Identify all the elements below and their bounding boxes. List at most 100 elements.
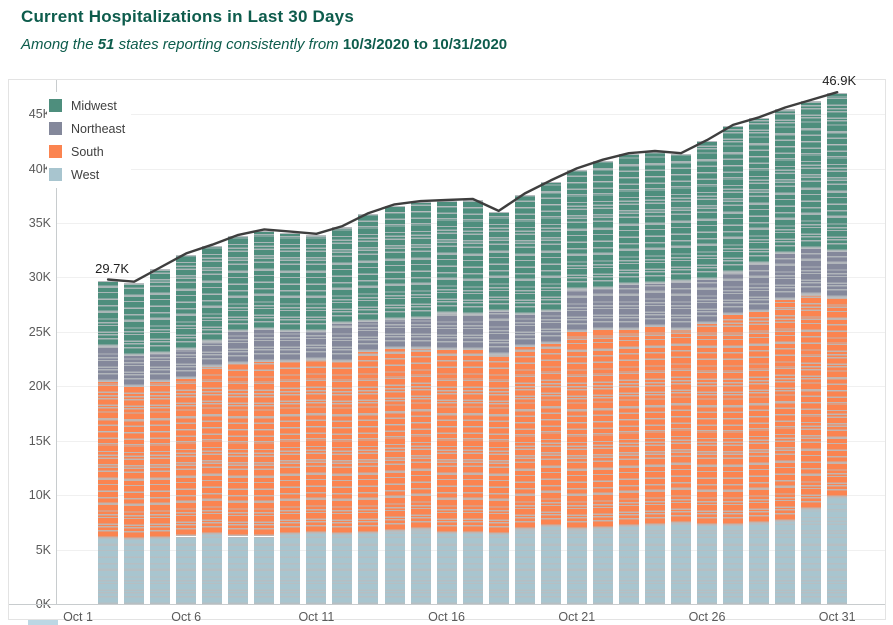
bar-segment-midwest-oct22[interactable]: [592, 160, 613, 289]
bar-segment-midwest-oct28[interactable]: [749, 118, 770, 264]
bar-segment-south-oct4[interactable]: [124, 386, 145, 539]
bar-segment-west-oct13[interactable]: [358, 533, 379, 604]
bar-segment-south-oct24[interactable]: [644, 326, 665, 525]
bar-segment-northeast-oct8[interactable]: [228, 330, 249, 364]
bar-segment-midwest-oct16[interactable]: [436, 201, 457, 314]
bar-segment-south-oct30[interactable]: [801, 293, 822, 510]
bar-segment-west-oct8[interactable]: [228, 536, 249, 604]
bar-segment-northeast-oct25[interactable]: [670, 280, 691, 329]
bar-segment-midwest-oct29[interactable]: [775, 108, 796, 254]
bar-segment-midwest-oct15[interactable]: [410, 202, 431, 318]
bar-segment-west-oct10[interactable]: [280, 534, 301, 604]
bar-segment-midwest-oct18[interactable]: [488, 212, 509, 312]
bar-segment-midwest-oct26[interactable]: [697, 141, 717, 279]
bar-segment-northeast-oct11[interactable]: [306, 330, 327, 360]
bar-segment-west-oct15[interactable]: [410, 528, 431, 604]
bar-segment-west-oct26[interactable]: [697, 524, 717, 604]
bar-segment-west-oct16[interactable]: [436, 533, 457, 604]
bar-segment-midwest-oct11[interactable]: [306, 234, 327, 331]
bar-segment-south-oct12[interactable]: [332, 361, 353, 535]
bar-segment-northeast-oct24[interactable]: [644, 282, 665, 327]
bar-segment-northeast-oct12[interactable]: [332, 323, 353, 362]
bar-segment-midwest-oct20[interactable]: [540, 181, 561, 312]
bar-segment-northeast-oct3[interactable]: [98, 346, 119, 381]
bar-segment-south-oct9[interactable]: [254, 361, 275, 537]
bar-segment-northeast-oct30[interactable]: [801, 248, 822, 294]
bar-segment-south-oct5[interactable]: [150, 380, 171, 538]
bar-segment-west-oct4[interactable]: [124, 538, 145, 604]
legend-item-west[interactable]: West: [49, 163, 125, 186]
bar-segment-northeast-oct28[interactable]: [749, 263, 770, 312]
bar-segment-midwest-oct8[interactable]: [228, 236, 249, 331]
bar-segment-south-oct19[interactable]: [514, 346, 535, 529]
legend-item-northeast[interactable]: Northeast: [49, 117, 125, 140]
legend-item-south[interactable]: South: [49, 140, 125, 163]
bar-segment-northeast-oct26[interactable]: [697, 278, 717, 324]
bar-segment-midwest-oct23[interactable]: [618, 154, 639, 284]
bar-segment-northeast-oct4[interactable]: [124, 354, 145, 387]
bar-segment-south-oct25[interactable]: [670, 328, 691, 524]
bar-segment-northeast-oct10[interactable]: [280, 330, 301, 362]
bar-segment-midwest-oct9[interactable]: [254, 230, 275, 329]
bar-segment-south-oct20[interactable]: [540, 342, 561, 526]
bar-segment-midwest-oct4[interactable]: [124, 282, 145, 355]
bar-segment-south-oct17[interactable]: [462, 349, 483, 534]
bar-segment-midwest-oct24[interactable]: [644, 152, 665, 283]
bar-segment-south-oct13[interactable]: [358, 351, 379, 534]
bar-segment-west-oct18[interactable]: [488, 534, 509, 604]
bar-segment-west-oct20[interactable]: [540, 525, 561, 604]
bar-segment-south-oct11[interactable]: [306, 359, 327, 534]
bar-segment-midwest-oct25[interactable]: [670, 154, 691, 281]
bar-segment-south-oct23[interactable]: [618, 328, 639, 526]
bar-segment-west-oct9[interactable]: [254, 536, 275, 604]
bar-segment-northeast-oct27[interactable]: [723, 271, 744, 315]
bar-segment-west-oct21[interactable]: [566, 528, 587, 604]
bar-segment-south-oct14[interactable]: [384, 348, 405, 532]
bar-segment-west-oct28[interactable]: [749, 523, 770, 604]
bar-segment-south-oct31[interactable]: [827, 297, 848, 498]
bar-segment-northeast-oct16[interactable]: [436, 313, 457, 350]
bar-segment-midwest-oct7[interactable]: [202, 245, 223, 341]
bar-segment-south-oct27[interactable]: [723, 314, 744, 525]
bar-segment-midwest-oct21[interactable]: [566, 169, 587, 290]
bar-segment-south-oct6[interactable]: [176, 377, 197, 537]
bar-segment-northeast-oct19[interactable]: [514, 314, 535, 346]
bar-segment-west-oct24[interactable]: [644, 524, 665, 604]
bar-segment-west-oct19[interactable]: [514, 528, 535, 604]
bar-segment-south-oct28[interactable]: [749, 311, 770, 524]
bar-segment-midwest-oct27[interactable]: [723, 126, 744, 272]
bar-segment-west-oct11[interactable]: [306, 533, 327, 604]
bar-segment-south-oct8[interactable]: [228, 363, 249, 537]
bar-segment-midwest-oct12[interactable]: [332, 227, 353, 324]
bar-segment-south-oct16[interactable]: [436, 349, 457, 534]
bar-segment-south-oct26[interactable]: [697, 323, 717, 525]
bar-segment-northeast-oct18[interactable]: [488, 311, 509, 354]
bar-segment-west-oct5[interactable]: [150, 537, 171, 604]
bar-segment-northeast-oct17[interactable]: [462, 314, 483, 350]
bar-segment-northeast-oct7[interactable]: [202, 340, 223, 366]
bar-segment-northeast-oct23[interactable]: [618, 283, 639, 329]
bar-segment-south-oct29[interactable]: [775, 299, 796, 522]
bar-segment-west-oct6[interactable]: [176, 536, 197, 604]
bar-segment-midwest-oct14[interactable]: [384, 205, 405, 319]
bar-segment-south-oct22[interactable]: [592, 328, 613, 528]
bar-segment-midwest-oct19[interactable]: [514, 194, 535, 315]
bar-segment-northeast-oct9[interactable]: [254, 328, 275, 362]
bar-segment-northeast-oct5[interactable]: [150, 352, 171, 381]
bar-segment-midwest-oct6[interactable]: [176, 254, 197, 350]
bar-segment-northeast-oct14[interactable]: [384, 318, 405, 349]
bar-segment-west-oct14[interactable]: [384, 531, 405, 604]
bar-segment-south-oct15[interactable]: [410, 348, 431, 529]
bar-segment-west-oct7[interactable]: [202, 534, 223, 604]
bar-segment-northeast-oct31[interactable]: [827, 251, 848, 297]
bar-segment-south-oct18[interactable]: [488, 353, 509, 535]
bar-segment-west-oct25[interactable]: [670, 523, 691, 604]
bar-segment-northeast-oct21[interactable]: [566, 289, 587, 331]
bar-segment-west-oct12[interactable]: [332, 534, 353, 604]
bar-segment-northeast-oct20[interactable]: [540, 311, 561, 343]
bar-segment-midwest-oct30[interactable]: [801, 101, 822, 249]
bar-segment-west-oct31[interactable]: [827, 497, 848, 604]
bar-segment-midwest-oct10[interactable]: [280, 232, 301, 331]
bar-segment-west-oct17[interactable]: [462, 533, 483, 604]
bar-segment-west-oct27[interactable]: [723, 524, 744, 604]
